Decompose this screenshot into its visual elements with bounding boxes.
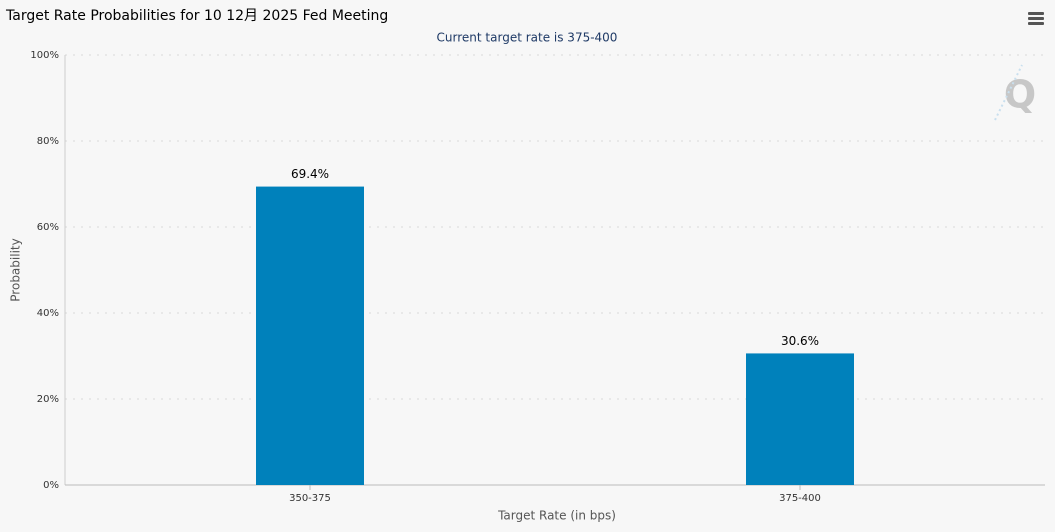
y-tick-label: 40% xyxy=(37,308,59,319)
chart-subtitle: Current target rate is 375-400 xyxy=(437,31,618,45)
logo: Q xyxy=(994,64,1036,121)
chart-title: Target Rate Probabilities for 10 12月 202… xyxy=(5,8,388,24)
data-label: 69.4% xyxy=(291,167,329,181)
x-tick-label: 375-400 xyxy=(779,493,821,504)
bar xyxy=(746,353,854,485)
y-tick-label: 100% xyxy=(30,50,59,61)
y-axis-label: Probability xyxy=(9,238,23,301)
svg-text:Q: Q xyxy=(1004,73,1036,117)
x-axis-label: Target Rate (in bps) xyxy=(497,509,616,523)
data-label: 30.6% xyxy=(781,334,819,348)
y-tick-label: 80% xyxy=(37,136,59,147)
y-tick-label: 0% xyxy=(43,480,59,491)
bar xyxy=(256,186,364,485)
y-tick-label: 20% xyxy=(37,394,59,405)
menu-button[interactable] xyxy=(1028,12,1044,25)
x-tick-label: 350-375 xyxy=(289,493,331,504)
y-tick-label: 60% xyxy=(37,222,59,233)
